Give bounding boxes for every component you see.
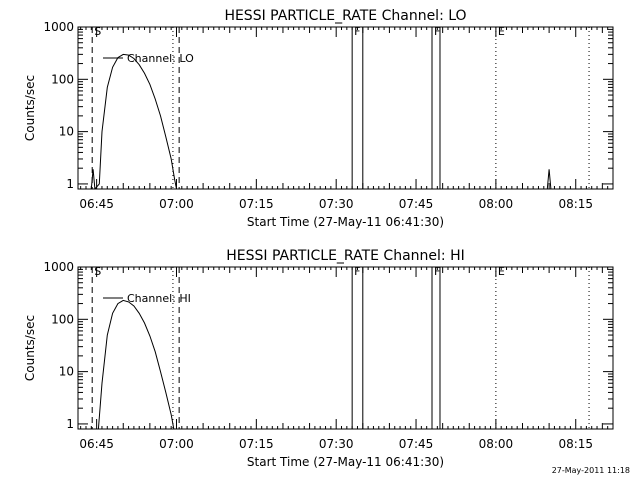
legend-label: Channel: LO: [127, 52, 194, 65]
x-tick-label: 07:45: [399, 197, 434, 211]
time-marker-label: E: [498, 265, 505, 278]
plot-frame: [77, 26, 614, 190]
y-tick-label: 10: [59, 125, 74, 139]
chart-panel-2: HESSI PARTICLE_RATE Channel: HI Counts/se…: [23, 248, 614, 469]
y-tick-label: 1: [66, 417, 74, 431]
y-axis-label: Counts/sec: [23, 75, 37, 141]
time-marker-label: F: [354, 25, 360, 38]
time-marker-label: F: [434, 265, 440, 278]
y-tick-label: 100: [51, 312, 74, 326]
x-tick-label: 07:30: [319, 437, 354, 451]
data-series-line: [90, 53, 177, 189]
y-axis-label: Counts/sec: [23, 315, 37, 381]
x-axis-label: Start Time (27-May-11 06:41:30): [247, 455, 444, 469]
time-marker-label: E: [498, 25, 505, 38]
x-tick-label: 07:00: [159, 437, 194, 451]
legend-label: Channel: HI: [127, 292, 191, 305]
x-tick-label: 07:15: [239, 437, 274, 451]
x-tick-label: 06:45: [79, 437, 114, 451]
x-tick-label: 08:15: [558, 197, 593, 211]
x-tick-label: 07:15: [239, 197, 274, 211]
y-tick-label: 100: [51, 72, 74, 86]
x-tick-label: 07:00: [159, 197, 194, 211]
generation-timestamp: 27-May-2011 11:18: [551, 466, 630, 475]
chart-title: HESSI PARTICLE_RATE Channel: LO: [224, 8, 466, 24]
x-tick-label: 08:00: [479, 197, 514, 211]
x-tick-label: 08:00: [479, 437, 514, 451]
chart-panel-1: HESSI PARTICLE_RATE Channel: LO Counts/se…: [23, 8, 614, 229]
plot-frame: [77, 266, 614, 430]
x-tick-label: 07:45: [399, 437, 434, 451]
data-series-line: [97, 299, 175, 429]
x-axis-label: Start Time (27-May-11 06:41:30): [247, 215, 444, 229]
time-marker-label: S: [94, 25, 101, 38]
chart-title: HESSI PARTICLE_RATE Channel: HI: [226, 248, 464, 264]
y-tick-label: 1000: [43, 20, 74, 34]
x-tick-label: 06:45: [79, 197, 114, 211]
y-tick-label: 1000: [43, 260, 74, 274]
x-tick-label: 07:30: [319, 197, 354, 211]
y-tick-label: 1: [66, 177, 74, 191]
x-tick-label: 08:15: [558, 437, 593, 451]
y-tick-label: 10: [59, 365, 74, 379]
time-marker-label: S: [94, 265, 101, 278]
time-marker-label: F: [434, 25, 440, 38]
time-marker-label: F: [354, 265, 360, 278]
